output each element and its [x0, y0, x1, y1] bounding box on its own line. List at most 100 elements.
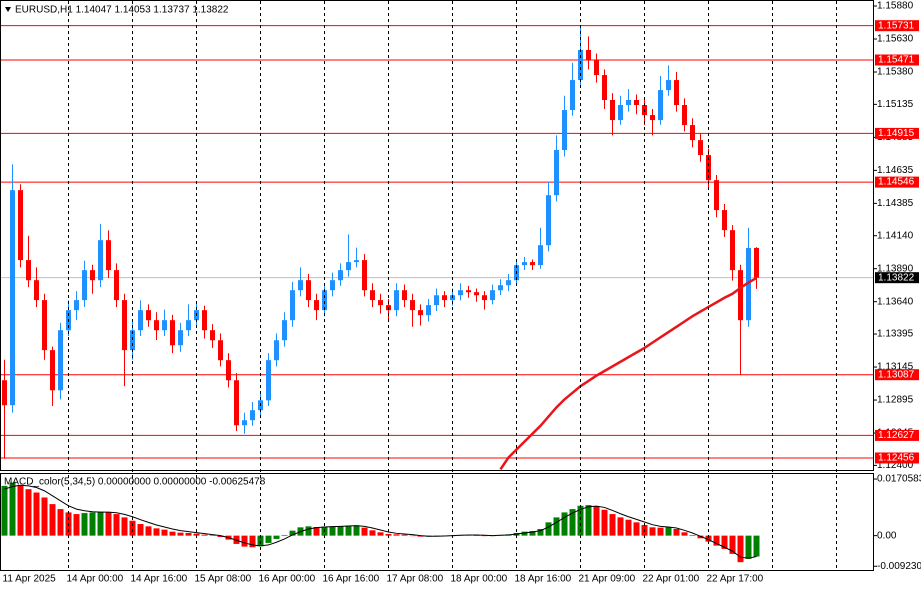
level-label-box	[875, 176, 919, 188]
candle-body	[186, 320, 191, 331]
histogram-bar	[713, 535, 720, 546]
histogram-bar	[697, 535, 704, 539]
x-tick-label: 14 Apr 16:00	[131, 574, 188, 585]
candle-body	[570, 80, 575, 111]
macd-panel-frame	[0, 473, 874, 571]
menu-triangle	[5, 7, 11, 12]
candle-body	[2, 380, 7, 406]
histogram-bar	[393, 534, 400, 536]
histogram-bar	[473, 535, 480, 536]
candle-body	[362, 260, 367, 291]
candle-body	[242, 420, 247, 426]
histogram-bar	[665, 527, 672, 536]
candle-body	[714, 180, 719, 211]
candle-body	[130, 330, 135, 351]
histogram-bar	[121, 517, 128, 536]
candle-body	[466, 290, 471, 293]
candle-body	[506, 280, 511, 286]
histogram-bar	[553, 517, 560, 536]
histogram-bar	[305, 526, 312, 536]
histogram-bar	[729, 535, 736, 554]
level-label-box	[875, 20, 919, 32]
candle-body	[402, 290, 407, 301]
chart-title: EURUSD,H1 1.14047 1.14053 1.13737 1.1382…	[15, 5, 229, 16]
level-label: 1.14915	[878, 128, 915, 139]
histogram-bar	[97, 511, 104, 536]
histogram-bar	[337, 526, 344, 536]
level-label: 1.13087	[878, 369, 915, 380]
level-label: 1.15731	[878, 20, 915, 31]
candle-body	[162, 320, 167, 331]
candle-body	[594, 60, 599, 76]
candle-body	[490, 290, 495, 301]
level-label: 1.12456	[878, 453, 915, 464]
candle-body	[370, 290, 375, 301]
candle-body	[698, 140, 703, 156]
candle-body	[314, 300, 319, 311]
histogram-bar	[217, 535, 224, 537]
y-tick-label: 1.15380	[877, 67, 914, 78]
candle-body	[154, 320, 159, 331]
candle-body	[90, 270, 95, 281]
y-tick-label: 1.12400	[877, 460, 914, 471]
histogram-bar	[185, 532, 192, 536]
candle-body	[378, 300, 383, 306]
candle-body	[410, 300, 415, 311]
x-tick-label: 18 Apr 16:00	[515, 574, 572, 585]
x-tick-label: 21 Apr 09:00	[579, 574, 636, 585]
histogram-bar	[529, 530, 536, 536]
histogram-bar	[673, 528, 680, 536]
candle-body	[170, 320, 175, 346]
candle-body	[650, 115, 655, 121]
candle-body	[474, 292, 479, 296]
level-label: 1.15471	[878, 55, 915, 66]
candle-body	[418, 310, 423, 316]
y-tick-label: 1.15880	[877, 1, 914, 12]
candle-body	[218, 340, 223, 361]
histogram-bar	[177, 532, 184, 536]
level-label-box	[875, 369, 919, 381]
level-label-box	[875, 127, 919, 139]
candle-body	[298, 280, 303, 291]
x-tick-label: 16 Apr 16:00	[323, 574, 380, 585]
y-tick-label: 1.15135	[877, 99, 914, 110]
candle-body	[722, 210, 727, 231]
candle-body	[578, 49, 583, 81]
candle-body	[290, 290, 295, 321]
candle-body	[146, 310, 151, 321]
histogram-bar	[521, 531, 528, 536]
histogram-bar	[329, 526, 336, 536]
level-label-box	[875, 452, 919, 464]
candle-body	[338, 270, 343, 281]
histogram-bar	[33, 492, 40, 536]
candle-body	[330, 280, 335, 291]
histogram-bar	[241, 535, 248, 547]
candle-body	[322, 290, 327, 311]
histogram-bar	[89, 512, 96, 536]
candle-body	[82, 270, 87, 301]
histogram-bar	[9, 482, 16, 536]
histogram-bar	[137, 524, 144, 536]
histogram-bar	[145, 526, 152, 536]
histogram-bar	[273, 535, 280, 539]
histogram-bar	[377, 532, 384, 536]
histogram-bar	[593, 506, 600, 536]
candle-body	[738, 270, 743, 321]
histogram-bar	[209, 535, 216, 536]
candle-body	[138, 310, 143, 331]
level-label: 1.12627	[878, 430, 915, 441]
y-tick-label: 1.14635	[877, 165, 914, 176]
y-tick-label: 1.13395	[877, 329, 914, 340]
candle-body	[394, 290, 399, 311]
candle-body	[122, 300, 127, 351]
current-price-box	[875, 272, 919, 284]
current-price-label: 1.13822	[878, 272, 915, 283]
histogram-bar	[481, 535, 488, 537]
signal-line	[4, 484, 757, 559]
candle-body	[442, 295, 447, 301]
candle-body	[674, 80, 679, 106]
histogram-bar	[49, 504, 56, 536]
histogram-bar	[193, 533, 200, 536]
candle-body	[98, 240, 103, 281]
